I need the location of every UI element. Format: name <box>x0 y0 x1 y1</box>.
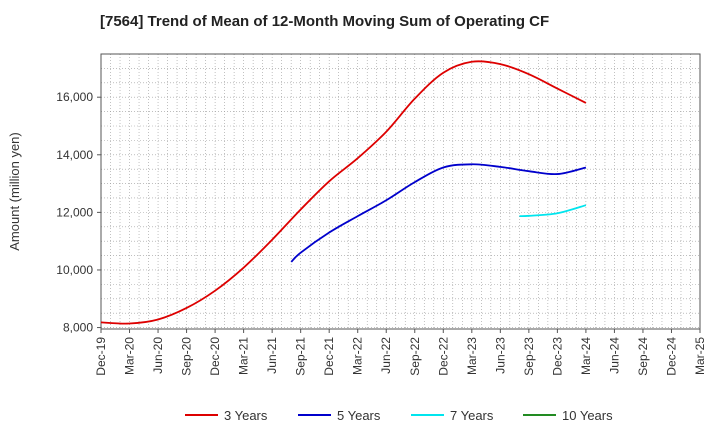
x-tick-label: Dec-23 <box>550 337 564 376</box>
x-tick-label: Sep-21 <box>294 337 308 376</box>
x-tick-label: Sep-24 <box>636 337 650 376</box>
y-tick-label: 14,000 <box>56 148 93 162</box>
x-axis: Dec-19 Mar-20 Jun-20 Sep-20 Dec-20 Mar-21 Jun-… <box>94 329 707 376</box>
x-tick-label: Mar-21 <box>237 337 251 375</box>
x-tick-label: Mar-20 <box>123 337 137 375</box>
series-line-5-years <box>290 163 587 263</box>
y-axis: 8,000 10,000 12,000 14,000 16,000 <box>56 90 101 335</box>
x-tick-label: Sep-22 <box>408 337 422 376</box>
x-tick-label: Mar-23 <box>465 337 479 375</box>
grid <box>101 54 700 329</box>
x-tick-label: Dec-22 <box>436 337 450 376</box>
x-tick-label: Dec-24 <box>664 337 678 376</box>
legend: 3 Years 5 Years 7 Years 10 Years <box>185 408 613 423</box>
y-axis-label: Amount (million yen) <box>7 132 22 251</box>
y-tick-label: 16,000 <box>56 90 93 104</box>
series-line-3-years <box>100 60 587 325</box>
legend-label: 7 Years <box>450 408 494 423</box>
legend-label: 3 Years <box>224 408 268 423</box>
y-tick-label: 10,000 <box>56 263 93 277</box>
series-line-7-years <box>519 204 587 218</box>
x-tick-label: Dec-20 <box>208 337 222 376</box>
x-tick-label: Jun-21 <box>265 337 279 374</box>
x-tick-label: Jun-22 <box>379 337 393 374</box>
y-tick-label: 12,000 <box>56 205 93 219</box>
legend-label: 5 Years <box>337 408 381 423</box>
legend-label: 10 Years <box>562 408 613 423</box>
plot-area <box>100 53 701 330</box>
x-tick-label: Jun-24 <box>607 337 621 374</box>
series-group <box>100 60 587 325</box>
x-tick-label: Mar-24 <box>579 337 593 375</box>
x-tick-label: Jun-20 <box>151 337 165 374</box>
x-tick-label: Mar-25 <box>693 337 707 375</box>
y-tick-label: 8,000 <box>63 321 93 335</box>
chart-title: [7564] Trend of Mean of 12-Month Moving … <box>100 13 549 30</box>
x-tick-label: Jun-23 <box>493 337 507 374</box>
x-tick-label: Sep-23 <box>522 337 536 376</box>
x-tick-label: Mar-22 <box>351 337 365 375</box>
x-tick-label: Dec-19 <box>94 337 108 376</box>
x-tick-label: Dec-21 <box>322 337 336 376</box>
x-tick-label: Sep-20 <box>180 337 194 376</box>
